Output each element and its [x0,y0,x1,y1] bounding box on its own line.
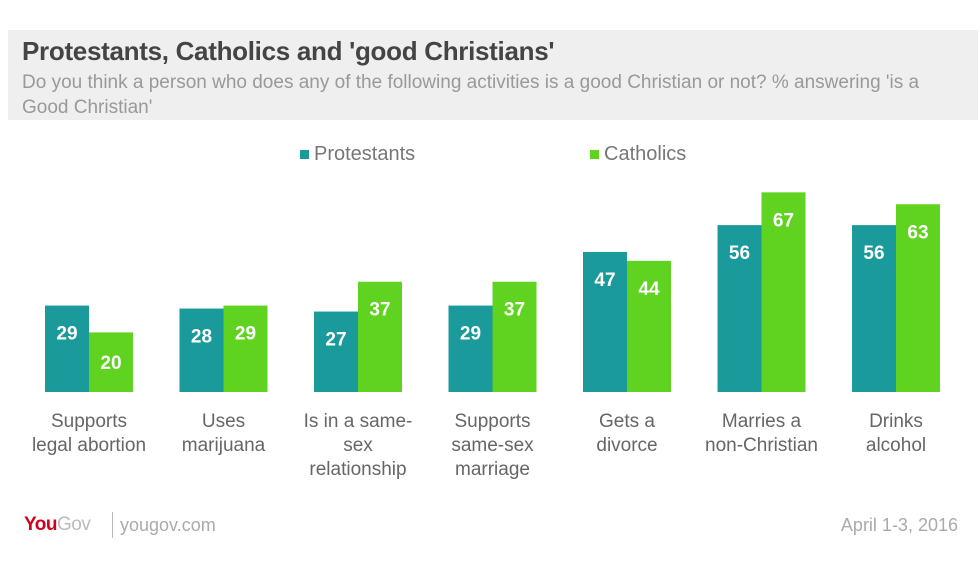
bar-catholics [761,192,806,392]
data-label: 29 [460,324,481,345]
category-label: Uses [202,411,245,432]
header-panel: Protestants, Catholics and 'good Christi… [8,30,978,120]
category-label: relationship [309,459,406,480]
bar-catholics [896,204,940,392]
bar-catholics [223,305,268,392]
footer-url[interactable]: yougov.com [120,515,216,535]
data-label: 37 [369,300,390,321]
category-label: marijuana [182,435,266,456]
data-label: 63 [907,222,928,243]
category-label: alcohol [866,435,926,456]
legend-swatch-catholics [590,150,599,159]
chart-subtitle: Do you think a person who does any of th… [22,72,920,118]
yougov-logo: YouGov [24,514,91,535]
category-label: Is in a same- [304,411,413,432]
legend-item-catholics: Catholics [590,143,686,166]
data-label: 44 [638,279,660,300]
bar-protestants [314,311,358,392]
data-label: 47 [594,270,615,291]
bar-protestants [583,251,627,392]
data-label: 29 [56,324,77,345]
category-label: non-Christian [705,435,818,456]
bar-protestants [448,305,493,392]
category-label: marriage [455,459,530,480]
category-label: Gets a [599,411,655,432]
legend-label: Protestants [314,143,416,165]
legend-label: Catholics [604,143,687,165]
bar-protestants [179,308,224,392]
category-label: Supports [454,411,530,432]
data-label: 56 [729,243,750,264]
chart-title: Protestants, Catholics and 'good Christi… [22,36,555,66]
bar-catholics [358,281,402,392]
bar-protestants [717,225,762,392]
footer-date: April 1-3, 2016 [840,515,958,535]
legend-swatch-protestants [300,150,309,159]
category-label: Supports [51,411,127,432]
data-label: 29 [235,324,256,345]
data-label: 37 [504,300,525,321]
data-label: 56 [863,243,884,264]
legend-item-protestants: Protestants [300,143,415,166]
bar-protestants [45,305,89,392]
category-label: divorce [596,435,657,456]
category-label: Marries a [722,411,802,432]
bar-catholics [627,260,671,392]
data-label: 28 [191,327,212,348]
category-label: Drinks [869,411,923,432]
category-label: sex [343,435,373,456]
category-label: legal abortion [32,435,146,456]
data-label: 67 [773,210,794,231]
bar-protestants [852,225,896,392]
bar-catholics [492,281,537,392]
bar-catholics [89,332,133,392]
category-label: same-sex [451,435,534,456]
data-label: 27 [325,330,346,351]
footer-divider [112,512,113,538]
data-label: 20 [100,353,121,374]
